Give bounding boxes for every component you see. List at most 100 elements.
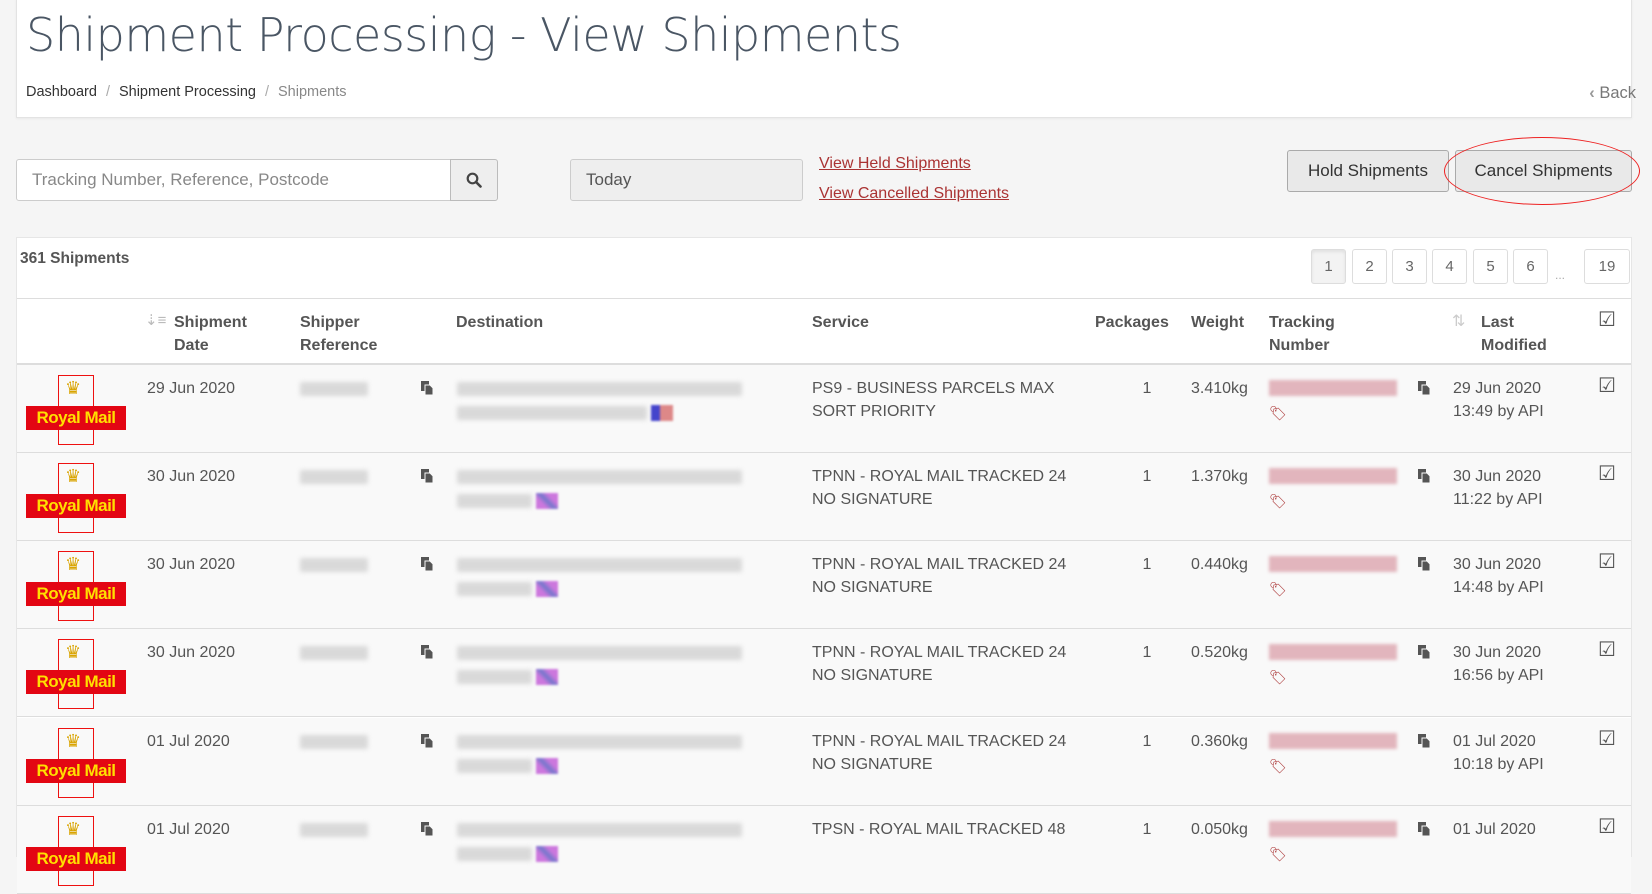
col-service: Service [812,314,869,331]
sort-icon[interactable]: ⇣≡ [145,312,167,329]
tracking-number[interactable]: 🏷︎ [1269,468,1397,513]
copy-icon[interactable] [420,733,434,754]
sort-icon[interactable]: ⇅ [1452,313,1466,330]
view-cancelled-shipments-link[interactable]: View Cancelled Shipments [819,185,1010,202]
page-19[interactable]: 19 [1584,249,1630,284]
col-shipment-date[interactable]: Shipment Date [174,314,247,354]
tag-icon[interactable]: 🏷︎ [1269,405,1287,421]
destination [457,470,742,509]
copy-icon[interactable] [1417,644,1431,665]
view-held-shipments-link[interactable]: View Held Shipments [819,155,971,172]
weight: 1.370kg [1191,468,1248,485]
tag-icon[interactable]: 🏷︎ [1269,758,1287,774]
last-modified: 30 Jun 2020 14:48 by API [1453,556,1544,596]
page-title: Shipment Processing - View Shipments [26,8,902,62]
service: TPNN - ROYAL MAIL TRACKED 24 NO SIGNATURE [812,733,1067,773]
col-weight: Weight [1191,314,1245,331]
tracking-number[interactable]: 🏷︎ [1269,733,1397,778]
service: TPNN - ROYAL MAIL TRACKED 24 NO SIGNATURE [812,468,1067,508]
service: TPNN - ROYAL MAIL TRACKED 24 NO SIGNATURE [812,556,1067,596]
copy-icon[interactable] [420,468,434,489]
shipment-date: 01 Jul 2020 [147,733,230,750]
breadcrumb-dashboard[interactable]: Dashboard [26,84,97,100]
copy-icon[interactable] [1417,821,1431,842]
tag-icon[interactable]: 🏷︎ [1269,493,1287,509]
page-6[interactable]: 6 [1513,249,1548,284]
page-3[interactable]: 3 [1392,249,1427,284]
tracking-number[interactable]: 🏷︎ [1269,380,1397,425]
page-4[interactable]: 4 [1432,249,1467,284]
table-row[interactable]: ♛ Royal Mail 01 Jul 2020 TPSN - ROYAL MAI… [17,806,1631,894]
shipment-count: 361 Shipments [20,250,130,267]
royal-mail-logo: ♛ Royal Mail [26,463,126,533]
packages: 1 [1142,644,1152,661]
destination [457,558,742,597]
last-modified: 30 Jun 2020 16:56 by API [1453,644,1544,684]
row-checkbox-icon[interactable]: ☑ [1598,639,1616,661]
last-modified: 29 Jun 2020 13:49 by API [1453,380,1544,420]
date-filter-select[interactable]: Today [570,159,803,201]
tag-icon[interactable]: 🏷︎ [1269,581,1287,597]
shipper-reference [300,382,368,396]
country-flag-icon [536,581,558,597]
shipment-date: 01 Jul 2020 [147,821,230,838]
search-input[interactable] [16,159,451,201]
crown-icon: ♛ [65,554,82,574]
tag-icon[interactable]: 🏷︎ [1269,846,1287,862]
destination [457,735,742,774]
table-row[interactable]: ♛ Royal Mail 30 Jun 2020 TPNN - ROYAL MAI… [17,629,1631,717]
cancel-shipments-button[interactable]: Cancel Shipments [1455,150,1632,192]
shipper-reference [300,646,368,660]
row-checkbox-icon[interactable]: ☑ [1598,728,1616,750]
copy-icon[interactable] [420,821,434,842]
select-all-checkbox-icon[interactable]: ☑ [1598,309,1616,331]
row-checkbox-icon[interactable]: ☑ [1598,375,1616,397]
tracking-number[interactable]: 🏷︎ [1269,556,1397,601]
page-5[interactable]: 5 [1473,249,1508,284]
copy-icon[interactable] [1417,733,1431,754]
chevron-left-icon: ‹ [1589,84,1600,102]
crown-icon: ♛ [65,642,82,662]
copy-icon[interactable] [1417,468,1431,489]
back-link[interactable]: ‹ Back [1589,84,1636,102]
country-flag-icon [536,758,558,774]
table-row[interactable]: ♛ Royal Mail 01 Jul 2020 TPNN - ROYAL MAI… [17,718,1631,806]
copy-icon[interactable] [420,380,434,401]
country-flag-icon [651,405,673,421]
col-shipper-reference: Shipper Reference [300,314,378,354]
table-row[interactable]: ♛ Royal Mail 30 Jun 2020 TPNN - ROYAL MAI… [17,453,1631,541]
tracking-number[interactable]: 🏷︎ [1269,644,1397,689]
tracking-number[interactable]: 🏷︎ [1269,821,1397,866]
table-row[interactable]: ♛ Royal Mail 29 Jun 2020 PS9 - BUSINESS P… [17,365,1631,453]
shipper-reference [300,823,368,837]
search-button[interactable] [450,159,498,201]
packages: 1 [1142,380,1152,397]
page-header [16,0,1632,118]
pagination-ellipsis: ... [1555,268,1566,282]
row-checkbox-icon[interactable]: ☑ [1598,816,1616,838]
row-checkbox-icon[interactable]: ☑ [1598,463,1616,485]
col-last-modified[interactable]: Last Modified [1481,314,1547,354]
breadcrumb-shipment-processing[interactable]: Shipment Processing [118,84,256,100]
weight: 3.410kg [1191,380,1248,397]
copy-icon[interactable] [420,556,434,577]
page-2[interactable]: 2 [1352,249,1387,284]
service: TPSN - ROYAL MAIL TRACKED 48 [812,821,1066,838]
copy-icon[interactable] [420,644,434,665]
table-row[interactable]: ♛ Royal Mail 30 Jun 2020 TPNN - ROYAL MAI… [17,541,1631,629]
page-1[interactable]: 1 [1311,249,1346,284]
tag-icon[interactable]: 🏷︎ [1269,669,1287,685]
hold-shipments-button[interactable]: Hold Shipments [1287,150,1449,192]
row-checkbox-icon[interactable]: ☑ [1598,551,1616,573]
copy-icon[interactable] [1417,556,1431,577]
crown-icon: ♛ [65,466,82,486]
col-packages: Packages [1095,314,1169,331]
country-flag-icon [536,846,558,862]
royal-mail-logo: ♛ Royal Mail [26,816,126,886]
copy-icon[interactable] [1417,380,1431,401]
royal-mail-logo: ♛ Royal Mail [26,375,126,445]
last-modified: 01 Jul 2020 10:18 by API [1453,733,1544,773]
col-tracking-number: Tracking Number [1269,314,1335,354]
royal-mail-logo: ♛ Royal Mail [26,551,126,621]
weight: 0.050kg [1191,821,1248,838]
